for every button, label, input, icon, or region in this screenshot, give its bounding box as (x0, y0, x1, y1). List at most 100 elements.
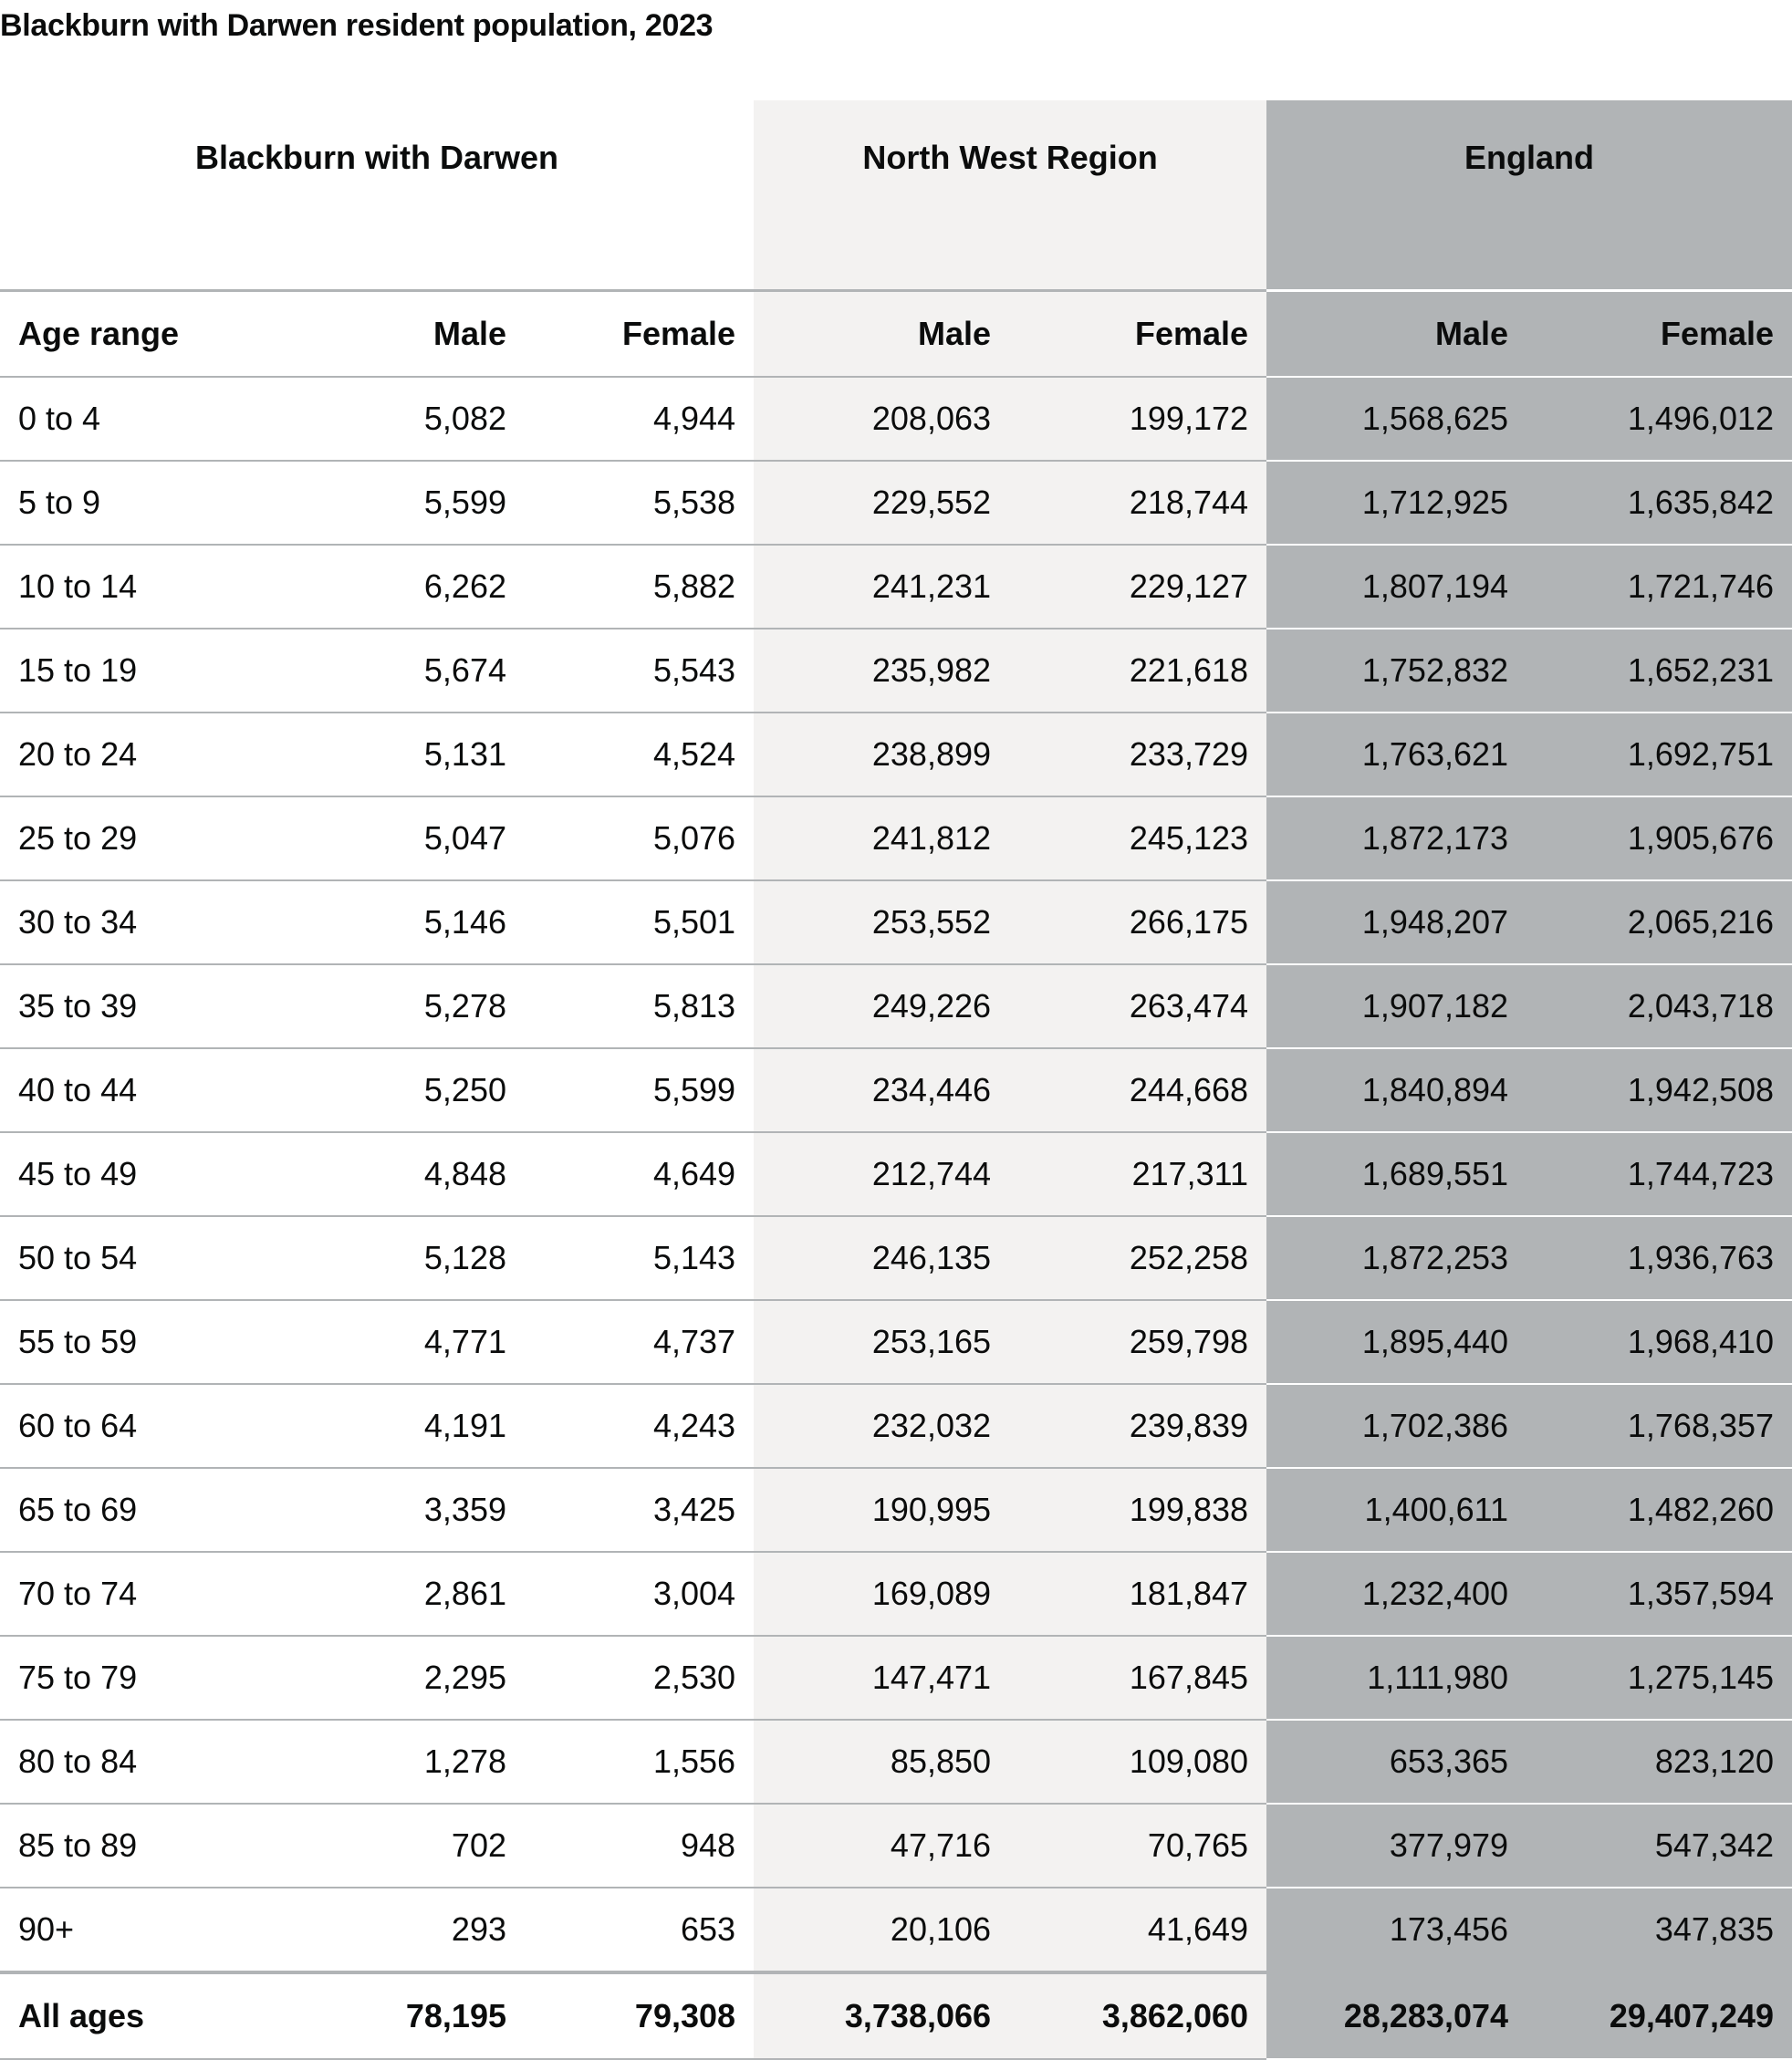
nw-male-cell: 246,135 (754, 1215, 1010, 1301)
nw-male-cell: 235,982 (754, 628, 1010, 713)
en-male-cell: 1,752,832 (1266, 628, 1527, 713)
age-cell: 25 to 29 (0, 796, 319, 881)
bwd-female-cell: 5,882 (525, 544, 755, 629)
en-female-cell: 1,496,012 (1526, 376, 1792, 462)
nw-male-cell: 20,106 (754, 1887, 1010, 1973)
table-row: 75 to 79 2,295 2,530 147,471 167,845 1,111,98… (0, 1635, 1792, 1721)
nw-female-cell: 221,618 (1009, 628, 1267, 713)
bwd-male-cell: 4,771 (319, 1299, 525, 1385)
nw-male-cell: 85,850 (754, 1719, 1010, 1805)
region-header-row: Blackburn with Darwen North West Region … (0, 100, 1792, 292)
en-male-cell: 1,400,611 (1266, 1467, 1527, 1553)
en-female-cell: 2,043,718 (1526, 963, 1792, 1049)
age-cell: 20 to 24 (0, 712, 319, 797)
age-cell: 35 to 39 (0, 963, 319, 1049)
table-row: 65 to 69 3,359 3,425 190,995 199,838 1,400,61… (0, 1467, 1792, 1553)
nw-male-cell: 241,231 (754, 544, 1010, 629)
nw-female-cell: 244,668 (1009, 1047, 1267, 1133)
en-female-cell: 1,721,746 (1526, 544, 1792, 629)
nw-female-cell: 218,744 (1009, 460, 1267, 546)
en-male-header: Male (1266, 290, 1527, 378)
bwd-male-cell: 5,128 (319, 1215, 525, 1301)
nw-male-cell: 232,032 (754, 1383, 1010, 1469)
table-row: 45 to 49 4,848 4,649 212,744 217,311 1,689,55… (0, 1131, 1792, 1217)
en-male-cell: 377,979 (1266, 1803, 1527, 1888)
table-row: 20 to 24 5,131 4,524 238,899 233,729 1,763,62… (0, 712, 1792, 797)
bwd-male-cell: 2,861 (319, 1551, 525, 1637)
en-male-cell: 1,895,440 (1266, 1299, 1527, 1385)
nw-male-cell: 234,446 (754, 1047, 1010, 1133)
table-row: 10 to 14 6,262 5,882 241,231 229,127 1,807,19… (0, 544, 1792, 629)
age-cell: 40 to 44 (0, 1047, 319, 1133)
bwd-female-cell: 1,556 (525, 1719, 755, 1805)
bwd-male-cell: 293 (319, 1887, 525, 1973)
age-range-header: Age range (0, 290, 319, 378)
nw-female-cell: 167,845 (1009, 1635, 1267, 1721)
nw-male-cell: 238,899 (754, 712, 1010, 797)
total-en-female: 29,407,249 (1526, 1970, 1792, 2060)
table-row: 40 to 44 5,250 5,599 234,446 244,668 1,840,89… (0, 1047, 1792, 1133)
age-cell: 60 to 64 (0, 1383, 319, 1469)
table-body: 0 to 4 5,082 4,944 208,063 199,172 1,568,625 1… (0, 376, 1792, 2060)
en-female-cell: 1,768,357 (1526, 1383, 1792, 1469)
age-cell: 85 to 89 (0, 1803, 319, 1888)
age-cell: 80 to 84 (0, 1719, 319, 1805)
nw-male-cell: 208,063 (754, 376, 1010, 462)
nw-female-cell: 199,172 (1009, 376, 1267, 462)
nw-female-cell: 41,649 (1009, 1887, 1267, 1973)
nw-female-cell: 252,258 (1009, 1215, 1267, 1301)
nw-female-header: Female (1009, 290, 1267, 378)
en-male-cell: 1,948,207 (1266, 879, 1527, 965)
bwd-female-cell: 5,599 (525, 1047, 755, 1133)
en-female-cell: 547,342 (1526, 1803, 1792, 1888)
en-male-cell: 653,365 (1266, 1719, 1527, 1805)
nw-female-cell: 229,127 (1009, 544, 1267, 629)
group-header-blackburn: Blackburn with Darwen (0, 100, 755, 292)
bwd-female-cell: 4,944 (525, 376, 755, 462)
column-header-row: Age range Male Female Male Female Male F… (0, 290, 1792, 378)
en-female-cell: 1,692,751 (1526, 712, 1792, 797)
en-male-cell: 1,872,173 (1266, 796, 1527, 881)
bwd-male-cell: 5,082 (319, 376, 525, 462)
bwd-female-cell: 653 (525, 1887, 755, 1973)
en-female-cell: 1,357,594 (1526, 1551, 1792, 1637)
bwd-female-cell: 5,143 (525, 1215, 755, 1301)
table-row: 0 to 4 5,082 4,944 208,063 199,172 1,568,625 1… (0, 376, 1792, 462)
bwd-female-cell: 3,004 (525, 1551, 755, 1637)
table-row: 30 to 34 5,146 5,501 253,552 266,175 1,948,20… (0, 879, 1792, 965)
nw-male-cell: 190,995 (754, 1467, 1010, 1553)
en-male-cell: 1,840,894 (1266, 1047, 1527, 1133)
en-female-cell: 1,635,842 (1526, 460, 1792, 546)
en-female-cell: 1,968,410 (1526, 1299, 1792, 1385)
en-female-header: Female (1526, 290, 1792, 378)
total-row: All ages 78,195 79,308 3,738,066 3,862,0… (0, 1970, 1792, 2060)
en-male-cell: 1,689,551 (1266, 1131, 1527, 1217)
bwd-male-cell: 5,131 (319, 712, 525, 797)
nw-male-header: Male (754, 290, 1010, 378)
bwd-male-cell: 6,262 (319, 544, 525, 629)
table-row: 80 to 84 1,278 1,556 85,850 109,080 653,365 82… (0, 1719, 1792, 1805)
en-female-cell: 1,936,763 (1526, 1215, 1792, 1301)
age-cell: 90+ (0, 1887, 319, 1973)
table-title: Blackburn with Darwen resident populatio… (0, 8, 714, 43)
age-cell: 10 to 14 (0, 544, 319, 629)
nw-male-cell: 229,552 (754, 460, 1010, 546)
en-female-cell: 823,120 (1526, 1719, 1792, 1805)
bwd-female-header: Female (525, 290, 755, 378)
nw-female-cell: 245,123 (1009, 796, 1267, 881)
nw-female-cell: 263,474 (1009, 963, 1267, 1049)
table-row: 85 to 89 702 948 47,716 70,765 377,979 547,342 (0, 1803, 1792, 1888)
en-female-cell: 2,065,216 (1526, 879, 1792, 965)
total-bwd-female: 79,308 (525, 1970, 755, 2060)
nw-female-cell: 70,765 (1009, 1803, 1267, 1888)
total-nw-male: 3,738,066 (754, 1970, 1010, 2060)
bwd-male-cell: 4,848 (319, 1131, 525, 1217)
age-cell: 45 to 49 (0, 1131, 319, 1217)
age-cell: 0 to 4 (0, 376, 319, 462)
bwd-female-cell: 5,813 (525, 963, 755, 1049)
bwd-male-cell: 1,278 (319, 1719, 525, 1805)
nw-male-cell: 147,471 (754, 1635, 1010, 1721)
table-row: 70 to 74 2,861 3,004 169,089 181,847 1,232,40… (0, 1551, 1792, 1637)
bwd-male-cell: 5,047 (319, 796, 525, 881)
en-female-cell: 1,275,145 (1526, 1635, 1792, 1721)
